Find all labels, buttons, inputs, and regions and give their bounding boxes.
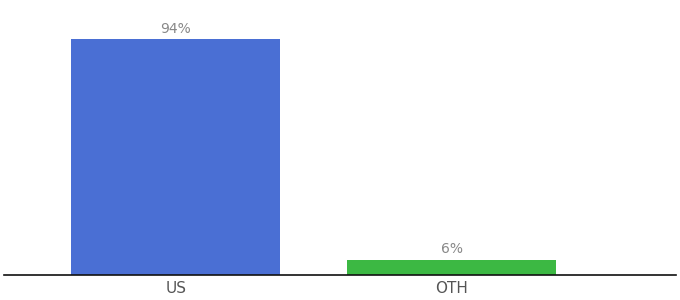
Bar	[347, 260, 556, 275]
Text: 94%: 94%	[160, 22, 191, 35]
Bar	[71, 39, 280, 275]
Text: 6%: 6%	[441, 242, 463, 256]
